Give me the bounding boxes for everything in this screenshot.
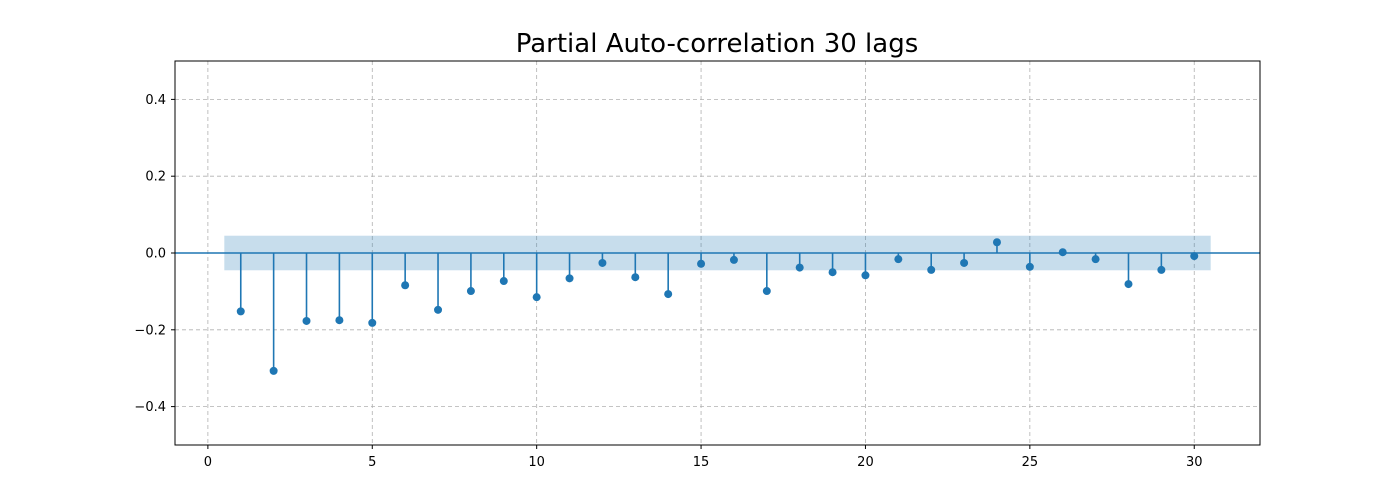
- pacf-point: [1025, 262, 1034, 271]
- pacf-point: [368, 318, 377, 327]
- y-tick-label: 0.0: [145, 247, 166, 262]
- pacf-point: [894, 255, 903, 264]
- x-tick-label: 10: [528, 455, 545, 470]
- y-tick-label: −0.2: [134, 323, 166, 338]
- pacf-point: [466, 287, 475, 296]
- y-tick-label: 0.2: [145, 170, 166, 185]
- pacf-point: [992, 238, 1001, 247]
- pacf-point: [697, 259, 706, 268]
- pacf-point: [401, 281, 410, 290]
- pacf-point: [434, 305, 443, 314]
- pacf-point: [1058, 248, 1067, 257]
- pacf-point: [664, 290, 673, 299]
- pacf-point: [1157, 265, 1166, 274]
- pacf-point: [335, 316, 344, 325]
- x-tick-label: 5: [368, 455, 376, 470]
- pacf-point: [960, 258, 969, 267]
- pacf-point: [532, 293, 541, 302]
- x-tick-label: 15: [693, 455, 710, 470]
- pacf-point: [302, 316, 311, 325]
- pacf-point: [1124, 280, 1133, 289]
- pacf-point: [598, 258, 607, 267]
- pacf-point: [565, 274, 574, 283]
- y-tick-label: 0.4: [145, 93, 166, 108]
- pacf-point: [1190, 252, 1199, 261]
- axis-layer: 0 5 10 15 20 25 30 −0.4 −0.2 0.0 0.2 0.4: [134, 93, 1202, 470]
- pacf-point: [1091, 255, 1100, 264]
- pacf-point: [236, 307, 245, 316]
- pacf-point: [269, 366, 278, 375]
- pacf-point: [828, 268, 837, 277]
- y-tick-label: −0.4: [134, 400, 166, 415]
- pacf-point: [631, 273, 640, 282]
- pacf-point: [795, 263, 804, 272]
- data-layer: [175, 238, 1260, 375]
- pacf-point: [499, 277, 508, 286]
- chart-title: Partial Auto-correlation 30 lags: [516, 29, 919, 59]
- pacf-point: [729, 255, 738, 264]
- pacf-point: [861, 271, 870, 280]
- x-tick-label: 30: [1186, 455, 1203, 470]
- pacf-point: [762, 287, 771, 296]
- x-tick-label: 0: [204, 455, 212, 470]
- pacf-point: [927, 265, 936, 274]
- x-tick-label: 20: [857, 455, 874, 470]
- x-tick-label: 25: [1022, 455, 1039, 470]
